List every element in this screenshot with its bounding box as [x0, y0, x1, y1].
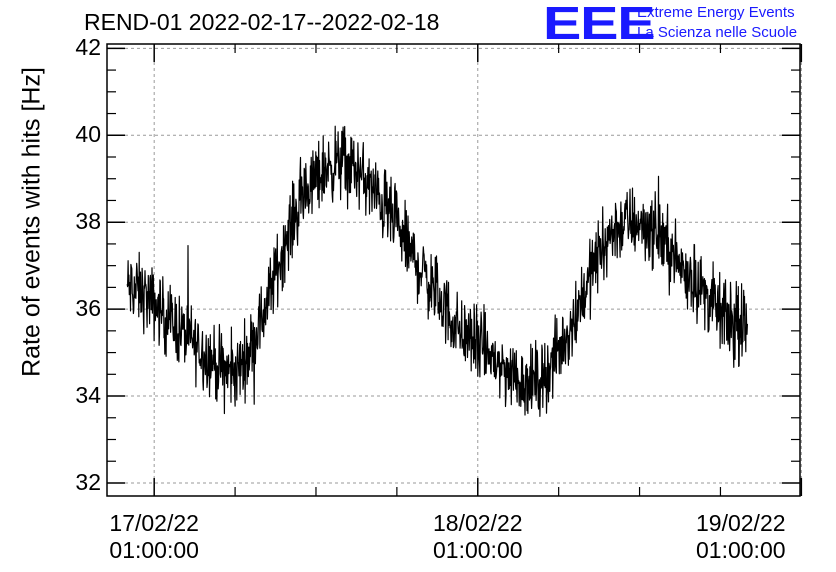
axis-ticks [107, 44, 803, 496]
logo-text-line2: La Scienza nelle Scuole [637, 24, 798, 41]
x-tick-date: 19/02/22 [696, 510, 786, 536]
y-tick-label: 38 [75, 208, 101, 235]
x-tick-time: 01:00:00 [696, 537, 786, 563]
x-tick-time: 01:00:00 [433, 537, 523, 563]
x-tick-label: 19/02/22 01:00:00 [696, 510, 836, 564]
y-tick-label: 40 [75, 121, 101, 148]
y-tick-label: 42 [75, 34, 101, 61]
plot-frame [106, 43, 801, 497]
y-axis-label: Rate of events with hits [Hz] [17, 67, 46, 377]
eee-logo-mark: EEE [543, 0, 656, 49]
x-tick-date: 17/02/22 [109, 510, 199, 536]
x-tick-label: 18/02/22 01:00:00 [408, 510, 548, 564]
y-tick-label: 32 [75, 468, 101, 495]
x-tick-date: 18/02/22 [433, 510, 523, 536]
y-tick-label: 34 [75, 382, 101, 409]
series-line [126, 125, 748, 417]
x-tick-label: 17/02/22 01:00:00 [84, 510, 224, 564]
logo-text-line1: Extreme Energy Events [637, 4, 795, 21]
data-trace [126, 125, 748, 417]
x-tick-time: 01:00:00 [109, 537, 199, 563]
grid-lines [107, 44, 802, 496]
chart-title: REND-01 2022-02-17--2022-02-18 [84, 9, 440, 35]
y-tick-label: 36 [75, 295, 101, 322]
